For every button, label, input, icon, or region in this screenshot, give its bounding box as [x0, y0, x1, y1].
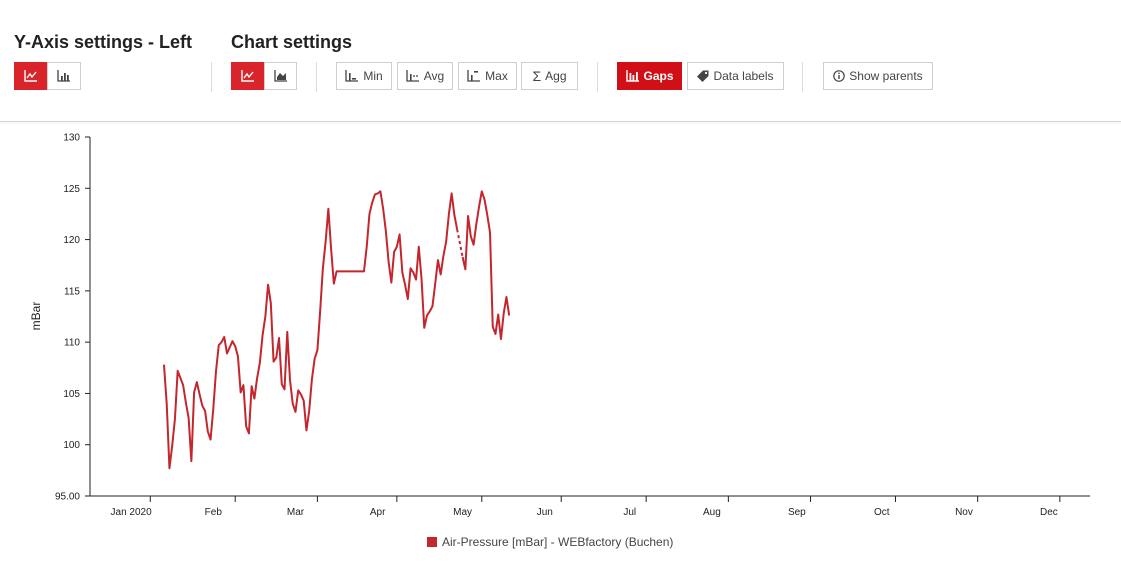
x-tick-label: May [453, 507, 472, 518]
max-button[interactable]: Max [458, 62, 517, 90]
avg-icon [406, 70, 420, 82]
x-tick-label: Apr [370, 507, 386, 518]
y-tick-label: 95.00 [55, 492, 80, 503]
max-label: Max [485, 69, 508, 83]
y-tick-label: 130 [63, 133, 80, 144]
yaxis-line-button[interactable] [14, 62, 48, 90]
tag-icon [697, 70, 709, 82]
chart-settings-title: Chart settings [231, 32, 353, 52]
legend-label: Air-Pressure [mBar] - WEBfactory (Buchen… [442, 535, 673, 549]
x-tick-label: Mar [287, 507, 305, 518]
separator [597, 62, 598, 92]
gap-connector [456, 229, 464, 258]
x-tick-label: Feb [205, 507, 223, 518]
avg-button[interactable]: Avg [397, 62, 453, 90]
toolbar: Y-Axis settings - Left Chart settings Mi… [0, 0, 1121, 122]
separator [211, 62, 212, 92]
max-icon [467, 70, 481, 82]
agg-button[interactable]: Σ Agg [521, 62, 578, 90]
x-tick-label: Sep [788, 507, 806, 518]
y-tick-label: 105 [63, 389, 80, 400]
min-button[interactable]: Min [336, 62, 392, 90]
x-axis: Jan 2020 Feb Mar Apr May Jun Jul Aug Sep Oct Nov De… [90, 495, 1090, 518]
line-chart-icon [24, 70, 38, 82]
data-labels-button[interactable]: Data labels [687, 62, 784, 90]
bar-chart-icon [57, 70, 71, 82]
x-tick-label: Dec [1040, 507, 1058, 518]
legend-swatch [427, 537, 437, 547]
series-line [162, 190, 459, 470]
legend[interactable]: Air-Pressure [mBar] - WEBfactory (Buchen… [427, 535, 673, 549]
min-label: Min [363, 69, 383, 83]
plot-area [162, 190, 511, 470]
y-axis-title: mBar [29, 302, 43, 331]
x-tick-label: Jul [623, 507, 636, 518]
yaxis-bar-button[interactable] [47, 62, 81, 90]
show-parents-button[interactable]: Show parents [823, 62, 933, 90]
separator [802, 62, 803, 92]
series-line [461, 190, 511, 341]
gaps-button[interactable]: Gaps [617, 62, 682, 90]
line-chart-icon [241, 70, 255, 82]
toolbar-divider [0, 121, 1121, 122]
y-tick-label: 125 [63, 184, 80, 195]
data-labels-label: Data labels [713, 69, 774, 83]
y-tick-label: 100 [63, 440, 80, 451]
agg-label: Agg [545, 69, 567, 83]
x-tick-label: Nov [955, 507, 973, 518]
area-chart-icon [273, 70, 288, 82]
chart-line-button[interactable] [231, 62, 265, 90]
x-tick-label: Oct [874, 507, 890, 518]
separator [316, 62, 317, 92]
sigma-icon: Σ [532, 68, 542, 84]
y-axis: 95.00 100 105 110 115 120 125 130 [55, 133, 91, 503]
chart-area-button[interactable] [264, 62, 297, 90]
x-tick-label: Jun [537, 507, 553, 518]
avg-label: Avg [423, 69, 445, 83]
show-parents-label: Show parents [849, 69, 923, 83]
x-tick-label: Aug [703, 507, 721, 518]
info-icon [833, 70, 846, 82]
min-icon [345, 70, 359, 82]
yaxis-settings-title: Y-Axis settings - Left [14, 32, 193, 52]
y-tick-label: 115 [64, 286, 80, 297]
y-tick-label: 110 [64, 338, 80, 349]
y-tick-label: 120 [63, 235, 80, 246]
gaps-icon [625, 70, 640, 82]
x-tick-label: Jan 2020 [111, 507, 153, 518]
gaps-label: Gaps [643, 69, 674, 83]
